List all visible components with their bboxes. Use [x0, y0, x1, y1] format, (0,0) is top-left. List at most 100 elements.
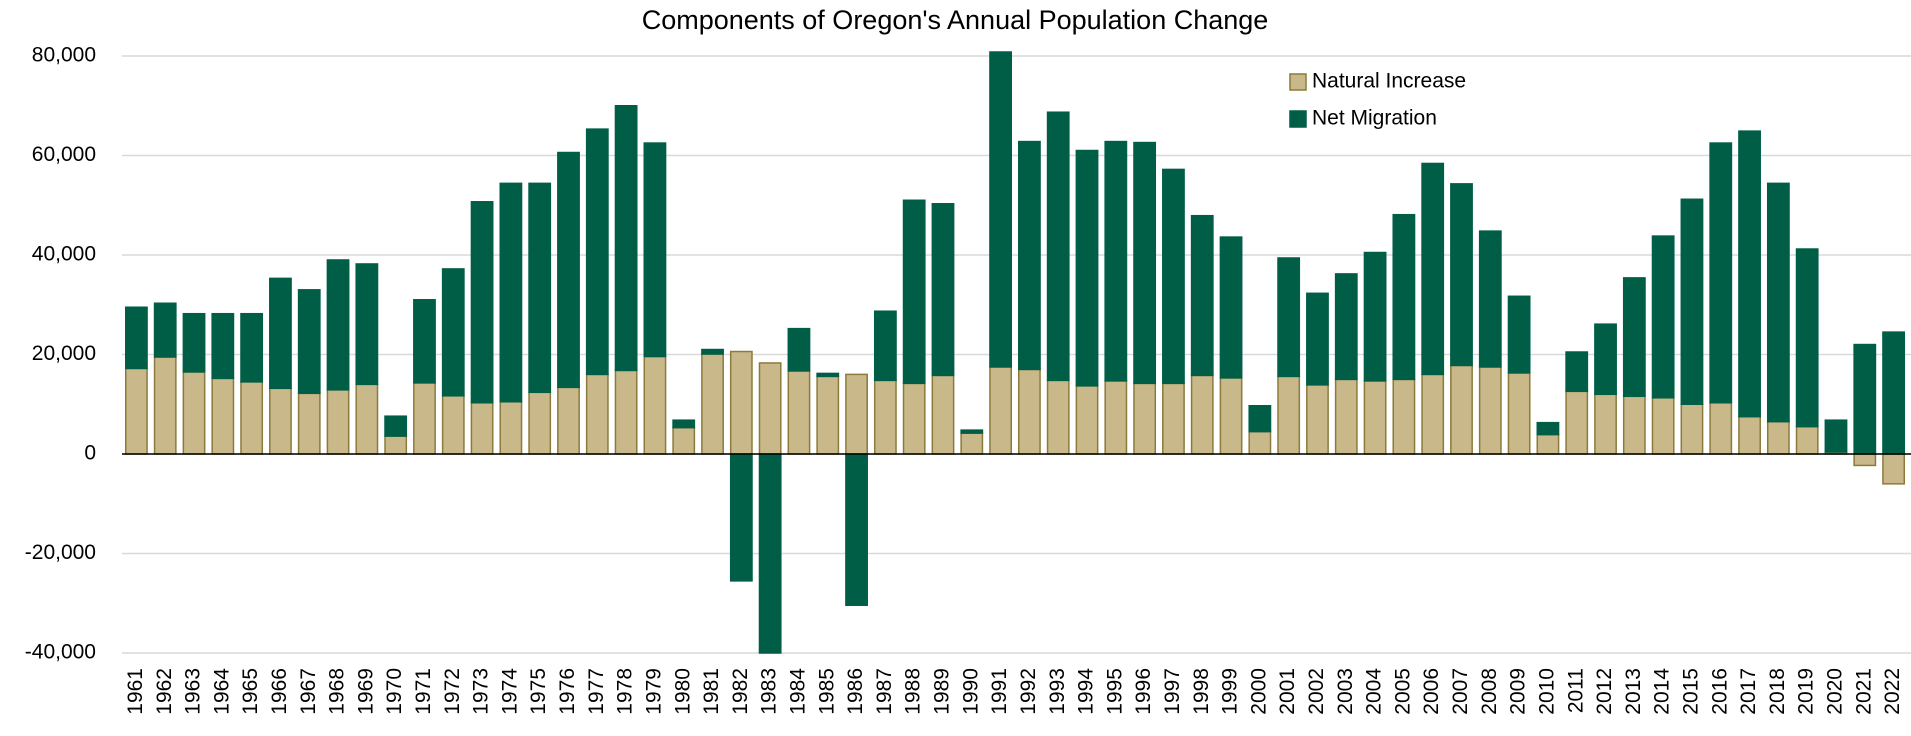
bar [758, 362, 782, 455]
bar [1766, 420, 1790, 455]
bar [1075, 149, 1099, 387]
bar [1306, 384, 1329, 455]
x-tick-label: 1970 [383, 668, 406, 715]
bar [845, 373, 868, 455]
bar [269, 277, 292, 390]
bar [1392, 378, 1416, 455]
bar [1162, 168, 1185, 385]
bar [989, 366, 1013, 455]
x-tick-label: 1965 [239, 668, 262, 715]
x-tick-label: 1986 [844, 668, 867, 715]
bar [1306, 292, 1329, 386]
bar [1478, 366, 1502, 455]
bar [1277, 375, 1301, 455]
bar [1565, 351, 1589, 393]
bar [1450, 364, 1473, 455]
x-tick-label: 1990 [959, 668, 982, 715]
x-tick-label: 2006 [1420, 668, 1443, 715]
bar [1190, 374, 1214, 455]
x-tick-label: 1963 [182, 668, 205, 715]
bar [1219, 236, 1243, 379]
bar [902, 382, 926, 455]
bar [1104, 140, 1128, 382]
bar [1882, 331, 1906, 455]
bar [1651, 235, 1675, 399]
bar [470, 201, 494, 404]
bar [441, 268, 465, 397]
bar [1363, 251, 1387, 382]
bar [1017, 140, 1041, 371]
legend-label: Net Migration [1312, 107, 1437, 130]
x-tick-label: 1967 [297, 668, 320, 715]
x-tick-label: 2014 [1651, 668, 1674, 715]
bar [701, 353, 724, 455]
bar [1248, 404, 1272, 433]
bar [1075, 385, 1099, 455]
x-tick-label: 2015 [1679, 668, 1702, 715]
y-tick-label: 40,000 [32, 243, 96, 266]
bar [182, 312, 206, 373]
bar [124, 367, 148, 455]
bar [1824, 419, 1848, 453]
bar [701, 348, 724, 355]
bar [1392, 213, 1416, 381]
x-tick-label: 1980 [671, 668, 694, 715]
bar [557, 386, 580, 455]
bar [614, 369, 638, 455]
bar [585, 373, 609, 455]
x-tick-label: 1969 [354, 668, 377, 715]
bar [355, 263, 379, 386]
bar [1421, 373, 1445, 455]
x-tick-label: 1987 [873, 668, 896, 715]
bar [1536, 421, 1560, 436]
chart-title: Components of Oregon's Annual Population… [642, 5, 1269, 35]
bar [1190, 214, 1214, 377]
x-tick-label: 2004 [1363, 668, 1386, 715]
x-tick-label: 1979 [642, 668, 665, 715]
bar [931, 203, 955, 377]
x-tick-label: 1985 [815, 668, 838, 715]
bar [758, 453, 782, 654]
x-tick-label: 1984 [786, 668, 809, 715]
bar [153, 302, 177, 358]
bar [931, 374, 955, 455]
bar [1738, 415, 1761, 455]
x-tick-label: 1988 [902, 668, 925, 715]
bar [989, 51, 1013, 368]
bar [269, 387, 292, 455]
bar [499, 182, 523, 403]
bar [1536, 433, 1560, 455]
bar [326, 389, 350, 455]
x-tick-label: 1964 [210, 668, 233, 715]
x-tick-label: 1974 [498, 668, 521, 715]
x-tick-label: 1961 [124, 668, 147, 715]
bar [1478, 230, 1502, 368]
bar [1046, 111, 1070, 382]
x-tick-label: 1992 [1017, 668, 1040, 715]
bar [1622, 395, 1646, 455]
y-tick-label: -40,000 [25, 641, 96, 664]
bar [528, 182, 552, 394]
x-tick-label: 1997 [1161, 668, 1184, 715]
legend-swatch [1289, 73, 1307, 91]
x-tick-label: 1994 [1075, 668, 1098, 715]
x-tick-label: 2018 [1766, 668, 1789, 715]
x-tick-label: 1993 [1046, 668, 1069, 715]
x-tick-label: 2005 [1391, 668, 1414, 715]
bar [153, 356, 177, 455]
bar [729, 453, 753, 582]
x-tick-label: 2011 [1564, 668, 1587, 713]
bar [1594, 393, 1617, 455]
bar [1795, 248, 1819, 428]
bar [1680, 198, 1704, 405]
bar [1162, 382, 1185, 455]
x-tick-label: 2021 [1852, 668, 1875, 715]
y-tick-label: 60,000 [32, 143, 96, 166]
bar [1507, 295, 1531, 374]
y-tick-label: -20,000 [25, 541, 96, 564]
y-tick-label: 0 [84, 442, 96, 465]
bar [787, 370, 811, 455]
bar [240, 312, 264, 383]
x-tick-label: 1989 [931, 668, 954, 715]
